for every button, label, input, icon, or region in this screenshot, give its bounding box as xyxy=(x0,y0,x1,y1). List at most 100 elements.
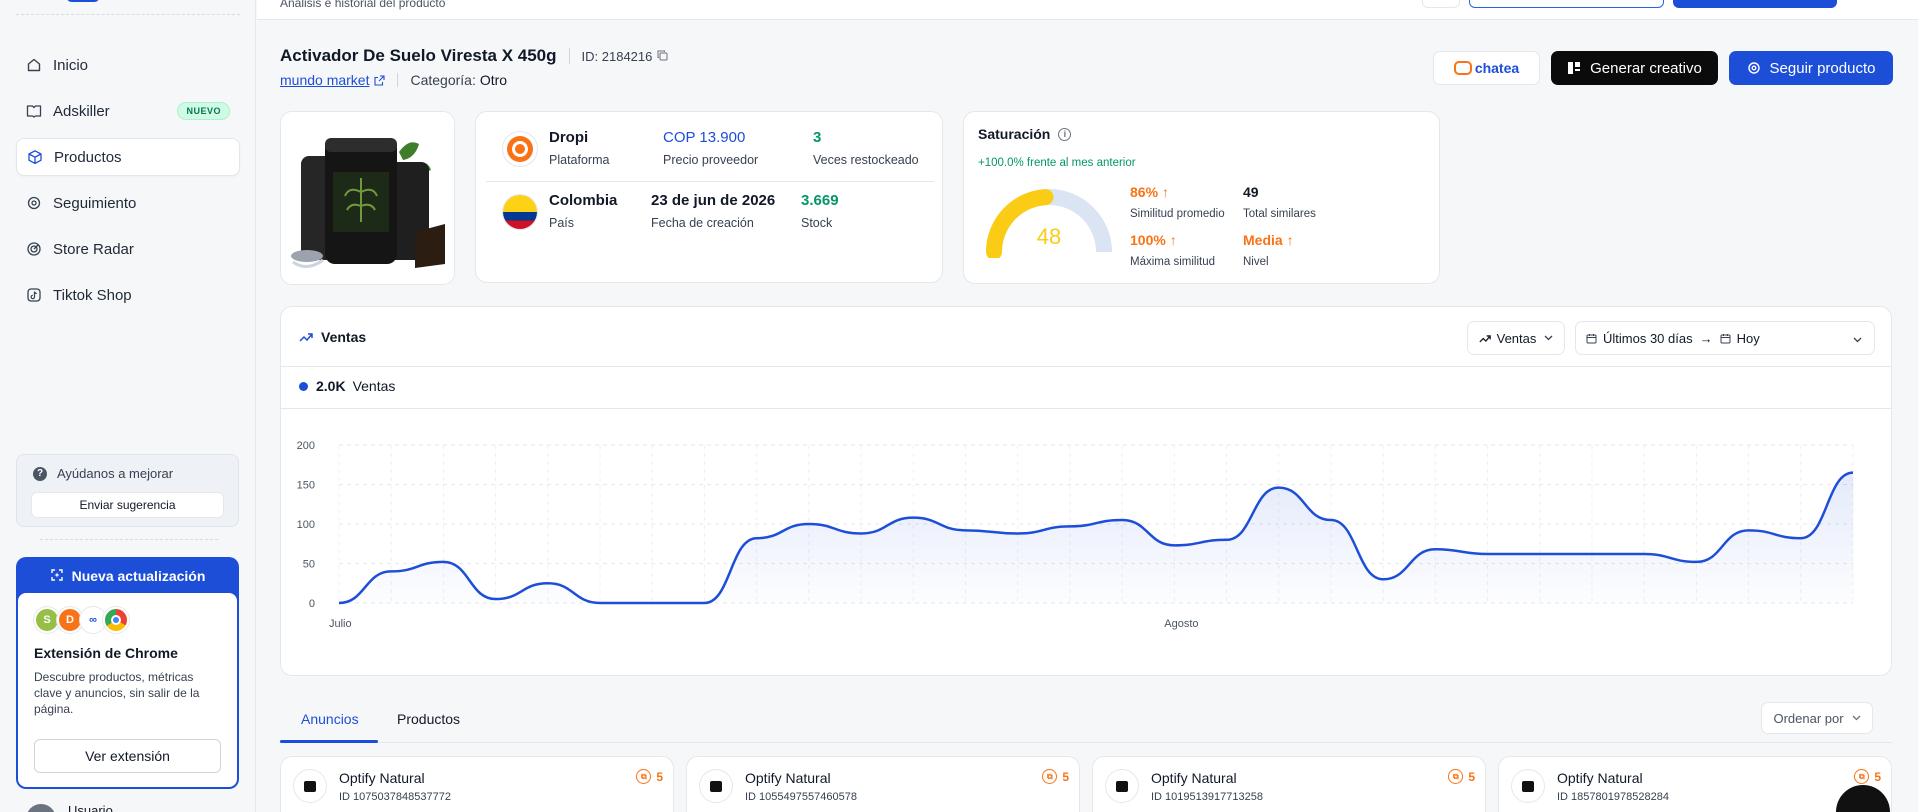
trending-up-icon xyxy=(299,332,313,342)
info-icon[interactable]: i xyxy=(1058,127,1072,141)
chatea-button[interactable]: chatea xyxy=(1433,51,1540,85)
data-point[interactable] xyxy=(751,532,763,544)
copies-icon: ⧉ xyxy=(1042,769,1058,784)
platform-label: Plataforma xyxy=(549,153,610,167)
ad-id: ID 1075037848537772 xyxy=(339,791,451,803)
sidebar-item-inicio[interactable]: Inicio xyxy=(16,46,240,84)
chevron-down-icon xyxy=(1853,331,1862,346)
data-point[interactable] xyxy=(1273,482,1285,494)
legend-label: Ventas xyxy=(352,378,396,394)
optify-logo-icon xyxy=(699,769,733,803)
data-point[interactable] xyxy=(437,556,449,568)
max-similarity-label: Máxima similitud xyxy=(1130,256,1215,268)
price-col: COP 13.900 Precio proveedor xyxy=(663,129,758,167)
data-point[interactable] xyxy=(1429,543,1441,555)
calendar-icon xyxy=(1586,333,1597,344)
data-point[interactable] xyxy=(646,597,658,609)
created-col: 23 de jun de 2026 Fecha de creación xyxy=(651,192,775,230)
ad-count-value: 5 xyxy=(1874,769,1881,784)
sort-select[interactable]: Ordenar por xyxy=(1761,702,1873,734)
data-point[interactable] xyxy=(1847,467,1859,479)
ad-card[interactable]: Optify Natural ID 1857801978528284 ⧉ 5 xyxy=(1498,756,1892,812)
data-point[interactable] xyxy=(959,524,971,536)
tab-productos[interactable]: Productos xyxy=(397,711,461,727)
chatea-label: chatea xyxy=(1474,60,1520,76)
metric-select[interactable]: Ventas xyxy=(1467,321,1565,355)
data-point[interactable] xyxy=(1116,514,1128,526)
sidebar-item-seguimiento[interactable]: Seguimiento xyxy=(16,184,240,222)
copy-icon[interactable] xyxy=(657,49,668,64)
topbar-icon-button[interactable] xyxy=(1422,0,1460,8)
sidebar-item-tiktok-shop[interactable]: Tiktok Shop xyxy=(16,276,240,314)
data-point[interactable] xyxy=(1012,527,1024,539)
topbar-search[interactable] xyxy=(1469,0,1664,8)
ad-count-value: 5 xyxy=(656,769,663,784)
store-link[interactable]: mundo market xyxy=(280,72,386,88)
data-point[interactable] xyxy=(1586,548,1598,560)
country-value: Colombia xyxy=(549,192,618,209)
date-range-select[interactable]: Últimos 30 días → Hoy xyxy=(1575,321,1875,355)
data-point[interactable] xyxy=(1325,514,1337,526)
data-point[interactable] xyxy=(1064,520,1076,532)
ad-card[interactable]: Optify Natural ID 1055497557460578 ⧉ 5 xyxy=(686,756,1080,812)
stock-col: 3.669 Stock xyxy=(801,192,839,230)
data-point[interactable] xyxy=(1168,539,1180,551)
ad-name: Optify Natural xyxy=(339,770,425,786)
data-point[interactable] xyxy=(1638,548,1650,560)
data-point[interactable] xyxy=(1743,524,1755,536)
arrow-up-icon: ↑ xyxy=(1161,184,1169,200)
dropi-icon: D xyxy=(57,607,83,633)
view-extension-button[interactable]: Ver extensión xyxy=(34,739,221,773)
max-similarity: 100% ↑ Máxima similitud xyxy=(1130,232,1215,268)
sales-area xyxy=(339,472,1853,603)
generate-creative-button[interactable]: Generar creativo xyxy=(1551,51,1718,85)
follow-product-button[interactable]: Seguir producto xyxy=(1729,51,1893,85)
calendar-icon xyxy=(1720,333,1731,344)
topbar-primary-button[interactable] xyxy=(1673,0,1837,8)
external-link-icon xyxy=(374,74,386,86)
user-profile[interactable]: Usuario xyxy=(26,803,113,812)
product-image[interactable] xyxy=(280,111,455,285)
sidebar-item-label: Productos xyxy=(54,148,122,166)
ad-card[interactable]: Optify Natural ID 1019513917713258 ⧉ 5 xyxy=(1092,756,1486,812)
range-to: Hoy xyxy=(1736,330,1760,346)
data-point[interactable] xyxy=(542,577,554,589)
data-point[interactable] xyxy=(907,512,919,524)
sidebar-item-adskiller[interactable]: Adskiller NUEVO xyxy=(16,92,240,130)
data-point[interactable] xyxy=(333,597,345,609)
ad-card[interactable]: Optify Natural ID 1075037848537772 ⧉ 5 xyxy=(280,756,674,812)
chevron-down-icon xyxy=(1852,715,1861,721)
price-label: Precio proveedor xyxy=(663,153,759,167)
tab-anuncios[interactable]: Anuncios xyxy=(301,711,359,727)
optify-logo-icon xyxy=(1511,769,1545,803)
data-point[interactable] xyxy=(1221,534,1233,546)
data-point[interactable] xyxy=(855,527,867,539)
feedback-box: ? Ayúdanos a mejorar Enviar sugerencia xyxy=(16,454,239,527)
ad-count-value: 5 xyxy=(1468,769,1475,784)
sidebar-item-productos[interactable]: Productos xyxy=(16,138,240,176)
data-point[interactable] xyxy=(385,565,397,577)
feedback-title: ? Ayúdanos a mejorar xyxy=(33,466,173,481)
product-id: ID: 2184216 xyxy=(582,49,669,64)
restock-label: Veces restockeado xyxy=(813,153,919,167)
sales-chart: 0 50 100 150 200 Julio Agosto xyxy=(297,440,1859,630)
sidebar-item-store-radar[interactable]: Store Radar xyxy=(16,230,240,268)
ad-count: ⧉ 5 xyxy=(1042,769,1069,784)
data-point[interactable] xyxy=(1377,573,1389,585)
data-point[interactable] xyxy=(1690,556,1702,568)
cube-icon xyxy=(27,149,43,165)
data-point[interactable] xyxy=(803,518,815,530)
y-tick-label: 100 xyxy=(297,519,315,531)
header-actions: chatea Generar creativo Seguir producto xyxy=(1433,51,1893,85)
metric-select-value: Ventas xyxy=(1496,330,1537,346)
legend-value: 2.0K xyxy=(316,378,346,394)
data-point[interactable] xyxy=(594,597,606,609)
data-point[interactable] xyxy=(1534,548,1546,560)
send-suggestion-button[interactable]: Enviar sugerencia xyxy=(31,492,224,518)
data-point[interactable] xyxy=(490,593,502,605)
app-logo[interactable] xyxy=(66,0,100,2)
data-point[interactable] xyxy=(1795,532,1807,544)
data-point[interactable] xyxy=(1482,548,1494,560)
data-point[interactable] xyxy=(698,597,710,609)
home-icon xyxy=(26,57,42,73)
